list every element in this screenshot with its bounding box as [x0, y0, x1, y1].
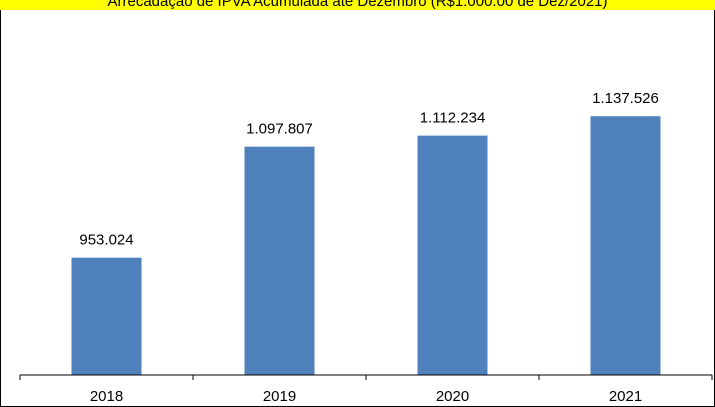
data-label-2019: 1.097.807 — [246, 121, 313, 138]
x-tick-label-2020: 2020 — [436, 388, 469, 405]
x-tick-label-2019: 2019 — [263, 388, 296, 405]
data-labels-group: 953.024 1.097.807 1.112.234 1.137.526 — [79, 90, 658, 248]
data-label-2020: 1.112.234 — [420, 110, 486, 127]
data-label-2021: 1.137.526 — [592, 90, 659, 107]
chart-title-bar: Arrecadação de IPVA Acumulada até Dezemb… — [0, 0, 715, 10]
bar-2021 — [590, 116, 661, 375]
bar-2018 — [71, 257, 142, 375]
data-label-2018: 953.024 — [79, 232, 133, 249]
bar-2020 — [417, 135, 488, 375]
x-tick-label-2021: 2021 — [609, 388, 642, 405]
chart-title: Arrecadação de IPVA Acumulada até Dezemb… — [107, 0, 608, 10]
x-axis — [19, 374, 713, 380]
bars-group — [71, 116, 661, 375]
bar-2019 — [244, 146, 315, 375]
x-tick-labels-group: 2018 2019 2020 2021 — [90, 388, 642, 405]
x-tick-label-2018: 2018 — [90, 388, 123, 405]
